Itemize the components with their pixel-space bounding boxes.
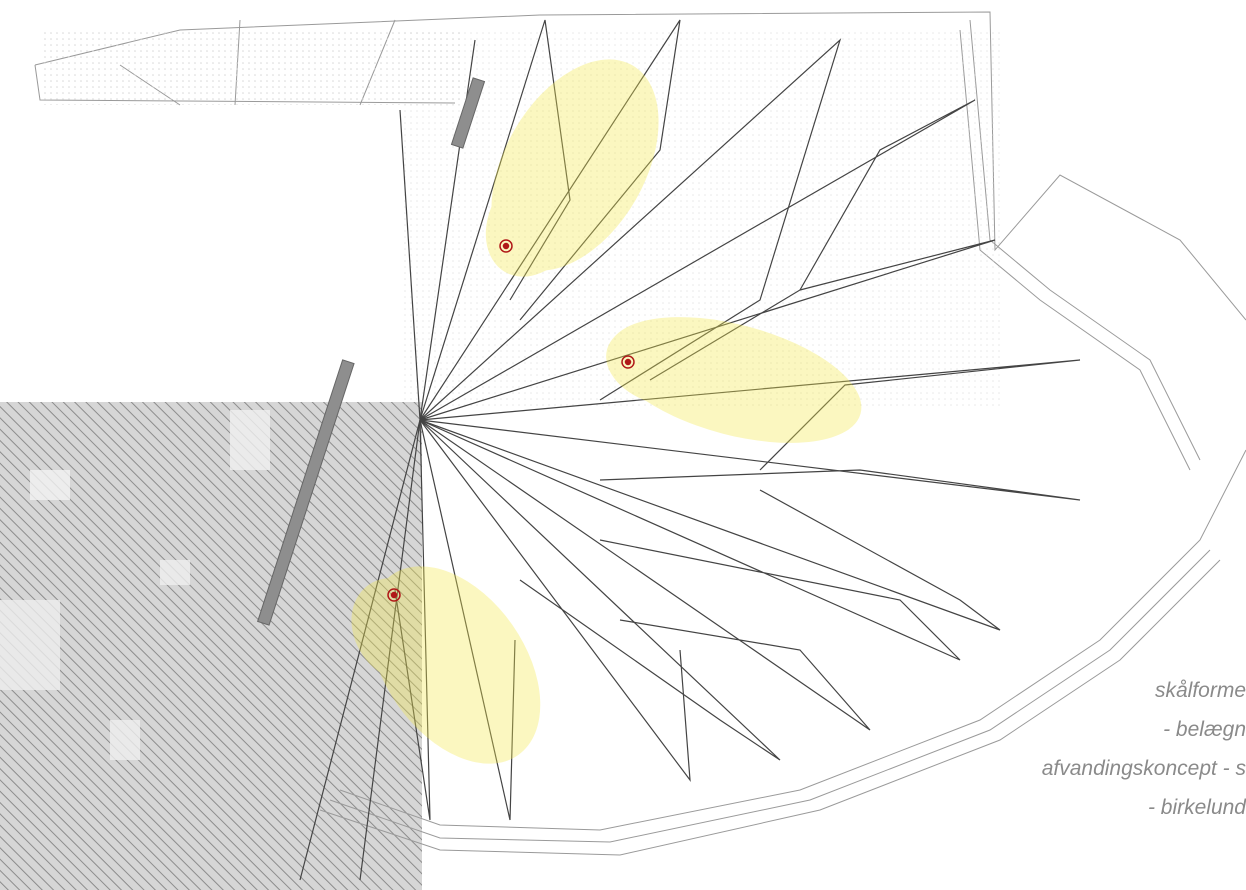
planting-zones — [351, 59, 862, 764]
annotation-block: skålforme - belægn afvandingskoncept - s… — [1042, 679, 1246, 819]
plan-outline — [34, 11, 1246, 856]
annotation: - birkelund — [1148, 796, 1246, 819]
ground-texture — [0, 402, 422, 890]
walls — [257, 77, 486, 626]
annotation: afvandingskoncept - s — [1042, 757, 1246, 780]
radial-lines — [299, 19, 1081, 881]
markers — [387, 239, 635, 602]
annotation: skålforme — [1155, 679, 1246, 702]
annotation: - belægn — [1163, 718, 1246, 741]
